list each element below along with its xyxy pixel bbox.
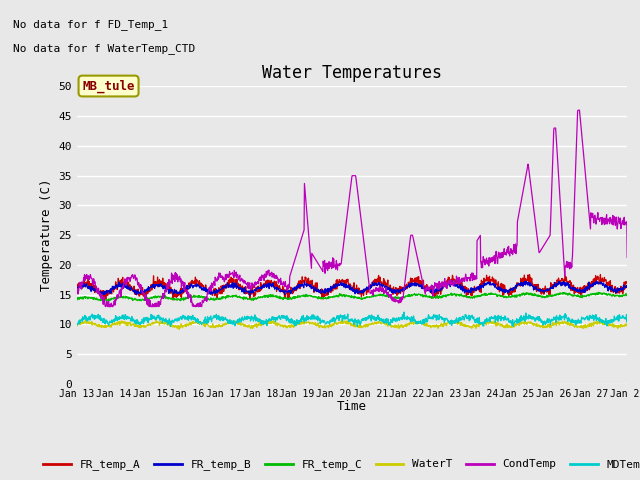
Title: Water Temperatures: Water Temperatures xyxy=(262,64,442,82)
Text: No data for f FD_Temp_1: No data for f FD_Temp_1 xyxy=(13,19,168,30)
Text: No data for f WaterTemp_CTD: No data for f WaterTemp_CTD xyxy=(13,43,195,54)
Text: MB_tule: MB_tule xyxy=(83,79,135,93)
Legend: FR_temp_A, FR_temp_B, FR_temp_C, WaterT, CondTemp, MDTemp_A: FR_temp_A, FR_temp_B, FR_temp_C, WaterT,… xyxy=(39,455,640,475)
X-axis label: Time: Time xyxy=(337,400,367,413)
Y-axis label: Temperature (C): Temperature (C) xyxy=(40,179,53,291)
